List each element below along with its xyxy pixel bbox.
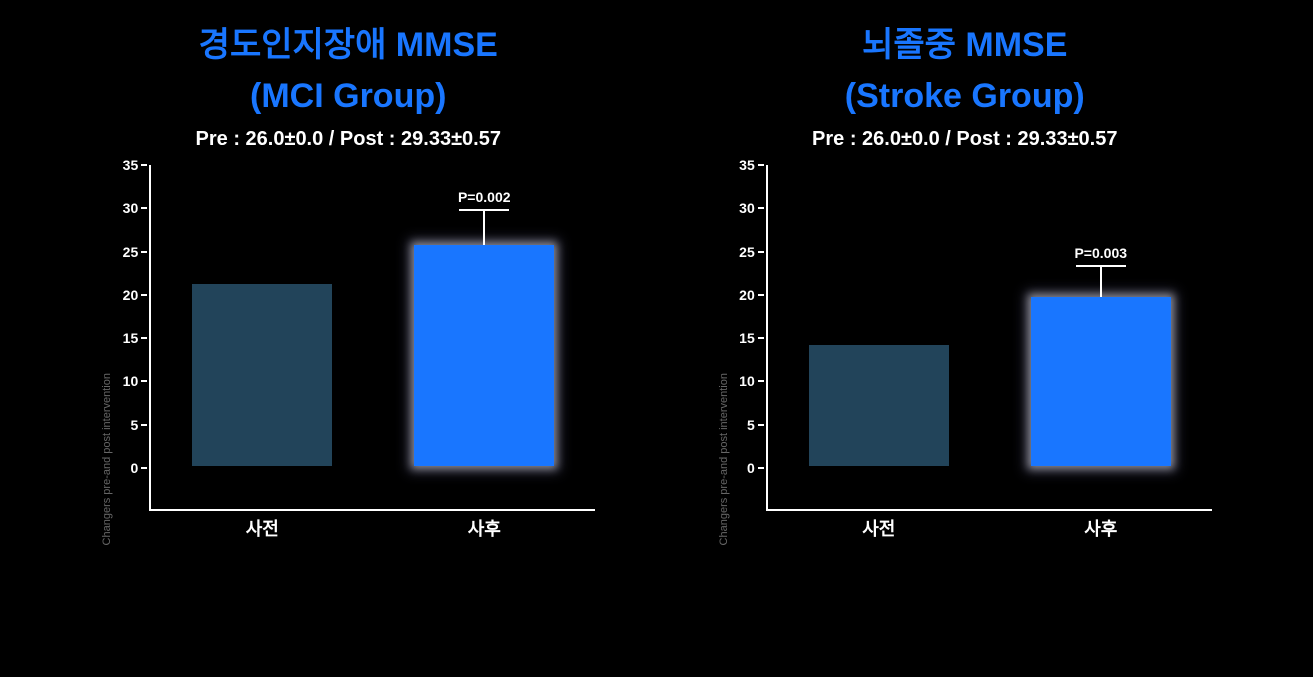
x-tick-label: 사전 [192, 515, 332, 545]
bar [809, 345, 949, 466]
mci-title: 경도인지장애 MMSE (MCI Group) [199, 20, 498, 122]
y-tick: 25 [123, 244, 148, 260]
stroke-y-axis-label: Changers pre-and post intervention [718, 353, 730, 545]
stroke-title-line2: (Stroke Group) [845, 71, 1085, 122]
y-tick: 0 [130, 460, 147, 476]
mci-y-axis-label: Changers pre-and post intervention [101, 353, 113, 545]
mci-title-line2: (MCI Group) [199, 71, 498, 122]
y-tick: 10 [739, 373, 764, 389]
y-tick: 10 [123, 373, 148, 389]
mci-plot-wrapper: Changers pre-and post intervention 0 5 10 1… [101, 165, 595, 545]
y-tick: 35 [739, 157, 764, 173]
y-tick: 0 [747, 460, 764, 476]
mci-subtitle: Pre : 26.0±0.0 / Post : 29.33±0.57 [196, 128, 501, 151]
stroke-title-line1: 뇌졸중 MMSE [845, 20, 1085, 71]
error-cap [1076, 265, 1126, 267]
stroke-plot-area: 05101520253035P=0.003사전사후 [732, 165, 1212, 545]
y-tick: 30 [123, 200, 148, 216]
bar-group: P=0.002 [414, 165, 554, 509]
y-tick: 5 [130, 417, 147, 433]
y-tick: 15 [123, 330, 148, 346]
y-tick: 15 [739, 330, 764, 346]
bar [1031, 297, 1171, 466]
x-tick-label: 사후 [1031, 515, 1171, 545]
y-tick: 5 [747, 417, 764, 433]
bar-group [192, 165, 332, 509]
p-value-label: P=0.003 [1074, 245, 1127, 261]
p-value-label: P=0.002 [458, 189, 511, 205]
y-tick: 30 [739, 200, 764, 216]
bar-group [809, 165, 949, 509]
error-bar [1100, 267, 1102, 297]
x-tick-label: 사후 [414, 515, 554, 545]
y-tick: 20 [123, 287, 148, 303]
stroke-panel: 뇌졸중 MMSE (Stroke Group) Pre : 26.0±0.0 /… [685, 20, 1245, 657]
y-tick: 20 [739, 287, 764, 303]
mci-panel: 경도인지장애 MMSE (MCI Group) Pre : 26.0±0.0 /… [68, 20, 628, 657]
mci-plot-area: 05101520253035P=0.002사전사후 [115, 165, 595, 545]
bar [192, 284, 332, 466]
stroke-plot-wrapper: Changers pre-and post intervention 0 5 10 1… [718, 165, 1212, 545]
error-bar [483, 211, 485, 246]
bar-group: P=0.003 [1031, 165, 1171, 509]
stroke-title: 뇌졸중 MMSE (Stroke Group) [845, 20, 1085, 122]
y-tick: 25 [739, 244, 764, 260]
x-tick-label: 사전 [809, 515, 949, 545]
bar [414, 245, 554, 466]
error-cap [459, 209, 509, 211]
stroke-subtitle: Pre : 26.0±0.0 / Post : 29.33±0.57 [812, 128, 1117, 151]
y-tick: 35 [123, 157, 148, 173]
mci-title-line1: 경도인지장애 MMSE [199, 20, 498, 71]
